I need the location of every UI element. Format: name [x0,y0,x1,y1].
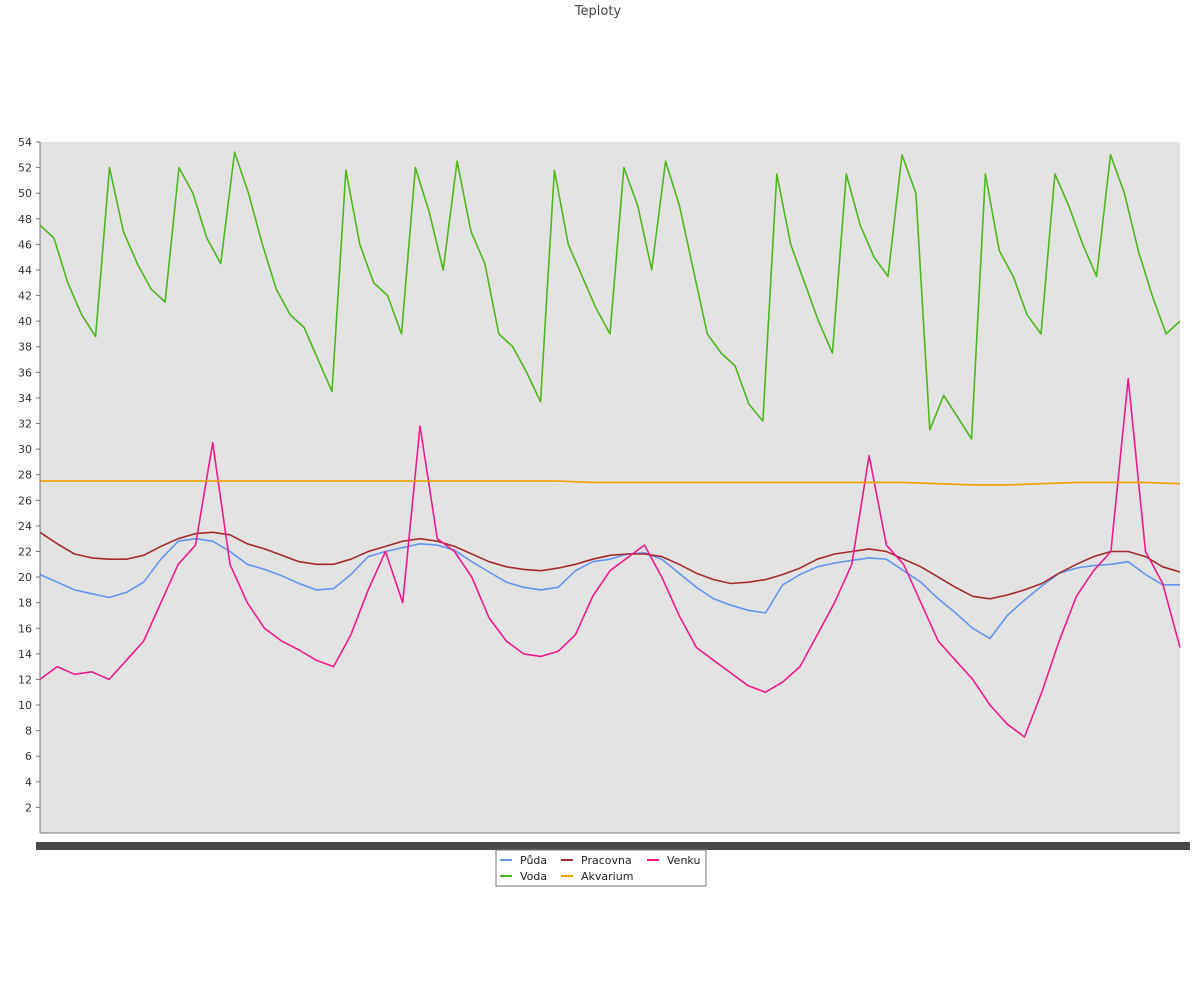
y-tick-label: 2 [25,801,32,814]
y-tick-label: 4 [25,776,32,789]
series-layer [39,151,1181,738]
y-tick-label: 22 [18,545,32,558]
legend-label: Pracovna [581,854,632,867]
y-tick-label: 40 [18,315,32,328]
y-tick-label: 44 [18,264,32,277]
y-tick-label: 12 [18,673,32,686]
y-tick-label: 32 [18,418,32,431]
y-tick-label: 38 [18,341,32,354]
y-tick-label: 14 [18,648,32,661]
legend-label: Akvarium [581,870,633,883]
series-line-0 [39,537,1180,640]
y-tick-label: 52 [18,162,32,175]
y-tick-label: 54 [18,136,32,149]
y-tick-label: 50 [18,187,32,200]
plot-area [40,142,1180,833]
chart-title: Teploty [574,4,622,19]
y-tick-label: 42 [18,290,32,303]
series-line-3 [39,151,1181,440]
y-tick-label: 28 [18,469,32,482]
legend-label: Voda [520,870,547,883]
y-tick-label: 34 [18,392,32,405]
y-tick-label: 16 [18,622,32,635]
series-line-2 [39,377,1181,738]
y-tick-label: 46 [18,238,32,251]
y-tick-label: 6 [25,750,32,763]
y-tick-label: 48 [18,213,32,226]
legend-label: Venku [667,854,700,867]
y-tick-label: 18 [18,597,32,610]
y-tick-label: 26 [18,494,32,507]
x-tick-label-band [36,842,1190,850]
legend-label: Půda [520,854,547,867]
y-tick-label: 10 [18,699,32,712]
axis-layer: 2468101214161820222426283032343638404244… [18,136,1190,850]
y-tick-label: 8 [25,725,32,738]
y-tick-label: 36 [18,366,32,379]
series-line-4 [40,480,1181,486]
legend-box [495,849,707,887]
y-tick-label: 24 [18,520,32,533]
y-tick-label: 20 [18,571,32,584]
y-tick-label: 30 [18,443,32,456]
legend: Půda Pracovna Venku Voda Akvarium [495,849,707,887]
series-line-1 [39,531,1181,600]
